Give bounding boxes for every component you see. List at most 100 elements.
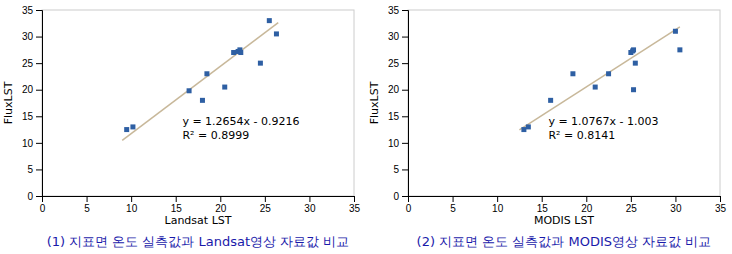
caption: (1) 지표면 온도 실측값과 Landsat영상 자료값 비교 [47, 234, 350, 249]
point [677, 47, 682, 52]
point [124, 127, 129, 132]
tick-mark [36, 63, 42, 64]
tick-mark [402, 169, 408, 170]
y-axis-label: FluxLST [2, 81, 15, 124]
axis-line [43, 197, 355, 203]
tick-mark [402, 196, 408, 197]
tick-label: 10 [126, 203, 138, 214]
tick-label: 15 [171, 203, 183, 214]
tick-mark [402, 63, 408, 64]
tick-mark [220, 196, 221, 202]
axis-line [36, 11, 43, 197]
annotation: R² = 0.8999 [182, 129, 249, 142]
x-axis: 0 5 10 15 20 25 30 35 [40, 196, 361, 214]
point [521, 127, 526, 132]
tick-mark [354, 196, 355, 202]
axis-line [409, 197, 721, 203]
caption: (2) 지표면 온도 실측값과 MODIS영상 자료값 비교 [417, 234, 712, 249]
tick: 25 [260, 196, 272, 214]
tick-mark [265, 196, 266, 202]
tick-label: 10 [492, 203, 504, 214]
tick-label: 5 [27, 164, 33, 175]
tick: 25 [388, 58, 408, 69]
tick: 25 [22, 58, 42, 69]
tick-mark [131, 196, 132, 202]
panel: 0 5 10 15 20 25 30 35 0 5 10 15 20 25 30 35 Landsat LST F… [2, 5, 360, 227]
y-axis-label: FluxLST [368, 81, 381, 124]
tick: 10 [492, 196, 504, 214]
tick-mark [87, 196, 88, 202]
tick: 20 [388, 84, 408, 95]
tick-label: 5 [84, 203, 90, 214]
tick: 10 [126, 196, 138, 214]
tick-label: 0 [406, 203, 412, 214]
tick: 0 [406, 196, 412, 214]
point [631, 47, 636, 52]
tick: 15 [537, 196, 549, 214]
point [200, 98, 205, 103]
tick-label: 20 [388, 84, 400, 95]
plot-frame [408, 10, 720, 196]
point [633, 61, 638, 66]
tick-mark [36, 37, 42, 38]
tick-label: 15 [22, 111, 34, 122]
x-axis-label: Landsat LST [165, 214, 232, 227]
tick-label: 35 [388, 5, 400, 16]
regression-line [519, 27, 679, 130]
tick: 30 [670, 196, 682, 214]
tick: 30 [22, 31, 42, 42]
x-axis-label: MODIS LST [534, 214, 594, 227]
tick: 0 [40, 196, 46, 214]
tick-label: 20 [215, 203, 227, 214]
tick-label: 10 [388, 138, 400, 149]
annotation: y = 1.0767x - 1.003 [548, 115, 658, 128]
tick-label: 0 [27, 191, 33, 202]
panel: 0510152025303505101520253035MODIS LSTFlu… [368, 5, 726, 227]
tick: 5 [393, 164, 408, 175]
x-axis: 05101520253035 [406, 196, 727, 214]
tick: 35 [22, 5, 42, 16]
tick-label: 35 [22, 5, 34, 16]
tick: 25 [626, 196, 638, 214]
tick-mark [497, 196, 498, 202]
tick: 35 [349, 196, 361, 214]
tick-mark [586, 196, 587, 202]
point [222, 85, 227, 90]
point [187, 88, 192, 93]
tick-label: 25 [22, 58, 34, 69]
point [258, 61, 263, 66]
point [593, 85, 598, 90]
point [267, 18, 272, 23]
tick-label: 30 [670, 203, 682, 214]
plot-frame [42, 10, 354, 196]
point [274, 31, 279, 36]
tick-label: 10 [22, 138, 34, 149]
tick-mark [402, 116, 408, 117]
tick-mark [36, 196, 42, 197]
tick-mark [402, 37, 408, 38]
point [231, 50, 236, 55]
tick-mark [36, 169, 42, 170]
tick-mark [453, 196, 454, 202]
tick-label: 30 [304, 203, 316, 214]
tick-label: 25 [388, 58, 400, 69]
tick-mark [402, 90, 408, 91]
y-axis: 0 5 10 15 20 25 30 35 [22, 5, 43, 202]
tick-label: 35 [349, 203, 361, 214]
tick: 5 [450, 196, 456, 214]
tick: 5 [27, 164, 42, 175]
tick: 0 [27, 191, 42, 202]
tick: 0 [393, 191, 408, 202]
tick: 10 [22, 138, 42, 149]
tick-label: 15 [537, 203, 549, 214]
point [130, 124, 135, 129]
tick-label: 0 [40, 203, 46, 214]
tick-mark [402, 143, 408, 144]
point [204, 71, 209, 76]
tick-mark [402, 10, 408, 11]
point [673, 29, 678, 34]
tick-label: 25 [260, 203, 272, 214]
tick-label: 20 [22, 84, 34, 95]
annotation: R² = 0.8141 [548, 129, 615, 142]
y-axis: 05101520253035 [388, 5, 409, 202]
